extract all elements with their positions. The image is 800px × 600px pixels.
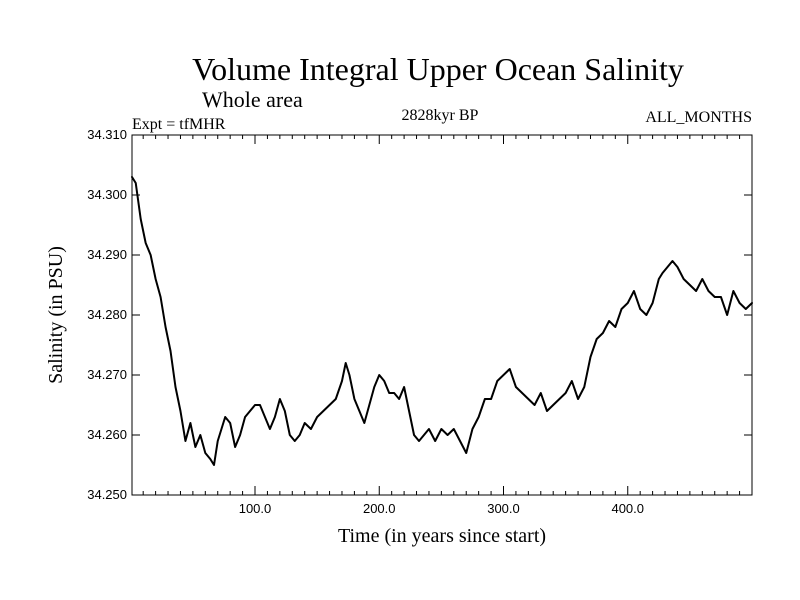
- experiment-label: Expt = tfMHR: [132, 116, 226, 133]
- x-axis-label: Time (in years since start): [338, 525, 546, 547]
- x-tick-label: 300.0: [487, 501, 520, 516]
- x-axis-ticks: 100.0 200.0 300.0 400.0: [142, 135, 741, 516]
- y-tick-label: 34.270: [87, 367, 127, 382]
- y-axis-ticks: 34.250 34.260 34.270 34.280 34.290 34.300 34.3…: [87, 127, 752, 502]
- y-tick-label: 34.310: [87, 127, 127, 142]
- y-tick-label: 34.290: [87, 247, 127, 262]
- x-tick-label: 100.0: [239, 501, 272, 516]
- y-axis-label: Salinity (in PSU): [45, 246, 67, 384]
- y-tick-label: 34.260: [87, 427, 127, 442]
- chart-subtitle: Whole area: [202, 87, 303, 112]
- y-tick-label: 34.300: [87, 187, 127, 202]
- plot-frame: [131, 134, 753, 496]
- months-label: ALL_MONTHS: [645, 109, 752, 126]
- y-tick-label: 34.280: [87, 307, 127, 322]
- x-tick-label: 400.0: [611, 501, 644, 516]
- x-tick-label: 200.0: [363, 501, 396, 516]
- period-label: 2828kyr BP: [402, 107, 479, 124]
- chart-title: Volume Integral Upper Ocean Salinity: [192, 51, 684, 87]
- salinity-series-line: [131, 176, 753, 466]
- y-tick-label: 34.250: [87, 487, 127, 502]
- plot-area: 34.250 34.260 34.270 34.280 34.290 34.300 34.3…: [87, 127, 753, 516]
